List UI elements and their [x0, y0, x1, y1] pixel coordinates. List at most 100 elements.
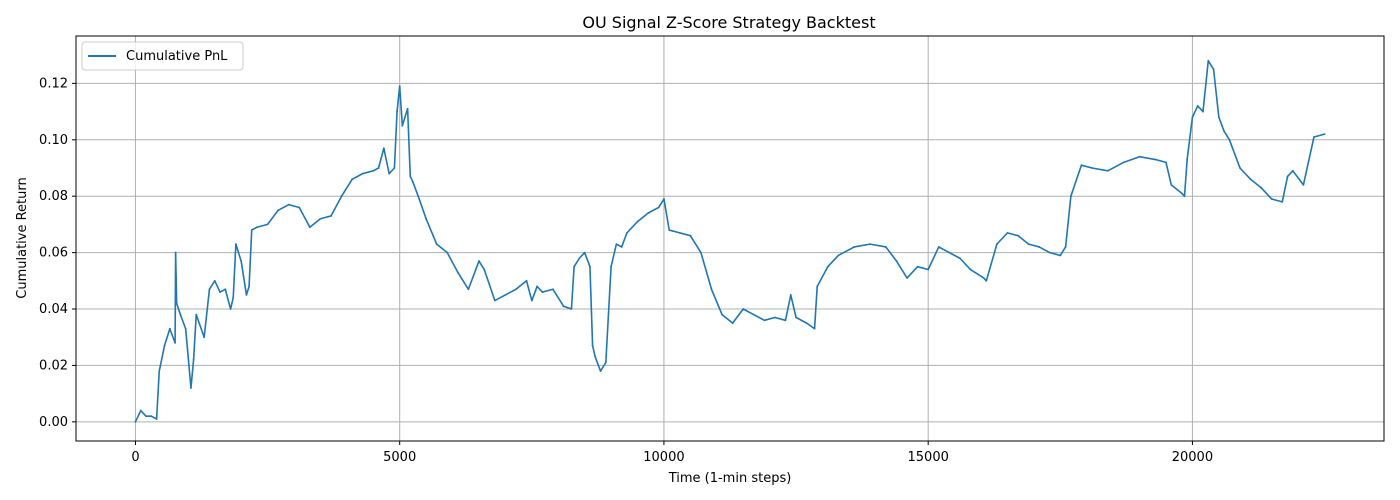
data-point: [361, 172, 364, 175]
data-point: [816, 285, 819, 288]
legend: Cumulative PnL: [81, 41, 244, 71]
data-point: [1069, 195, 1072, 198]
data-point: [1038, 246, 1041, 248]
data-point: [927, 268, 930, 271]
data-point: [826, 265, 829, 268]
data-point: [731, 322, 734, 325]
data-point: [412, 181, 414, 183]
data-point: [689, 234, 692, 237]
data-point: [393, 167, 396, 169]
data-point: [789, 294, 792, 296]
data-point: [425, 217, 428, 220]
y-tick-label: 0.04: [39, 302, 68, 317]
data-point: [752, 313, 755, 316]
data-point: [435, 243, 438, 246]
data-point: [982, 277, 985, 279]
data-point: [174, 341, 176, 344]
data-point: [1260, 186, 1263, 189]
data-point: [1165, 161, 1167, 164]
data-point: [1180, 192, 1183, 195]
data-point: [208, 288, 211, 291]
tick-layer: 0 5000 10000 15000 20000 0.00 0.02 0.04 0.06 0.08…: [39, 76, 1213, 465]
data-point: [1202, 110, 1204, 113]
chart-title: OU Signal Z-Score Strategy Backtest: [582, 13, 875, 32]
data-point: [1183, 195, 1186, 198]
data-point: [340, 195, 343, 198]
data-point: [615, 243, 618, 246]
data-point: [626, 231, 628, 234]
data-point: [589, 265, 591, 268]
data-point: [409, 175, 412, 178]
data-point: [158, 370, 161, 372]
data-point: [1191, 116, 1194, 119]
data-point: [1048, 251, 1051, 254]
data-point: [232, 296, 235, 299]
data-point: [1154, 158, 1157, 161]
data-point: [145, 415, 147, 418]
x-tick-label: 5000: [383, 450, 416, 465]
data-point: [721, 313, 723, 316]
data-point: [1017, 234, 1019, 237]
data-point: [1006, 231, 1009, 234]
data-point: [1170, 184, 1173, 186]
data-point: [483, 268, 486, 271]
data-point: [541, 291, 544, 293]
y-tick-label: 0.06: [39, 246, 68, 261]
data-point: [578, 257, 581, 260]
data-point: [552, 288, 554, 291]
data-point: [1064, 246, 1067, 248]
data-point: [175, 302, 178, 305]
data-point: [948, 251, 951, 254]
data-point: [853, 246, 856, 248]
data-point: [1186, 158, 1189, 161]
data-point: [388, 172, 391, 175]
data-point: [319, 217, 322, 220]
x-tick-label: 20000: [1172, 450, 1213, 465]
data-point: [1212, 68, 1215, 71]
data-point: [219, 291, 221, 293]
data-point: [213, 279, 216, 282]
data-point: [663, 198, 665, 200]
data-point: [525, 279, 528, 282]
data-point: [937, 246, 940, 248]
data-point: [234, 243, 237, 246]
data-point: [396, 110, 398, 113]
plot-frame: [75, 35, 1385, 442]
data-point: [1138, 155, 1141, 158]
data-point: [446, 251, 449, 254]
data-point: [401, 124, 404, 127]
data-point: [620, 246, 623, 248]
data-point: [504, 294, 507, 296]
data-point: [985, 279, 988, 282]
data-point: [1323, 133, 1326, 136]
data-point: [916, 265, 919, 268]
data-point: [330, 215, 332, 217]
data-point: [562, 305, 565, 308]
x-tick-label: 15000: [908, 450, 949, 465]
data-point: [573, 265, 575, 268]
data-point: [224, 288, 227, 291]
data-point: [610, 265, 612, 268]
data-point: [179, 313, 182, 316]
data-point: [515, 288, 517, 291]
y-tick-label: 0.00: [39, 415, 68, 430]
x-axis-label: Time (1-min steps): [668, 471, 792, 486]
y-tick-label: 0.02: [39, 358, 68, 373]
data-point: [837, 254, 840, 257]
series-line-cumulative-pnl: [134, 60, 1325, 423]
data-point: [168, 327, 171, 330]
data-point: [229, 308, 232, 310]
data-point: [308, 226, 311, 229]
data-point: [958, 257, 961, 260]
data-point: [184, 327, 187, 330]
data-point: [1196, 105, 1199, 107]
data-point: [174, 251, 177, 254]
data-point: [1281, 200, 1284, 203]
data-point: [1106, 169, 1109, 172]
data-point: [1286, 175, 1289, 178]
x-tick-label: 10000: [643, 450, 684, 465]
data-point: [417, 195, 420, 198]
legend-label-cumulative-pnl: Cumulative PnL: [126, 49, 228, 64]
